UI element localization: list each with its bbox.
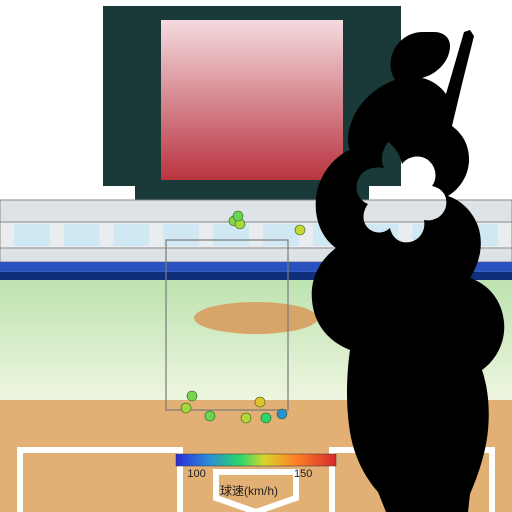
pitch-marker [295, 225, 305, 235]
legend-tick: 100 [187, 468, 205, 480]
stand-window [14, 224, 50, 246]
stadium-svg [0, 0, 512, 512]
pitch-marker [233, 211, 243, 221]
scoreboard-panel [161, 20, 343, 180]
stands-upper [0, 200, 512, 222]
pitch-marker [261, 413, 271, 423]
pitch-location-chart: 球速(km/h) 100 150 [0, 0, 512, 512]
stand-window [163, 224, 199, 246]
pitch-marker [241, 413, 251, 423]
stand-window [263, 224, 299, 246]
stand-window [114, 224, 150, 246]
pitch-marker [205, 411, 215, 421]
pitch-marker [187, 391, 197, 401]
pitchers-mound [194, 302, 318, 334]
legend-label: 球速(km/h) [220, 482, 278, 499]
velocity-legend [176, 454, 336, 466]
legend-tick: 150 [294, 468, 312, 480]
pitch-marker [181, 403, 191, 413]
stand-window [64, 224, 100, 246]
pitch-marker [277, 409, 287, 419]
pitch-marker [255, 397, 265, 407]
